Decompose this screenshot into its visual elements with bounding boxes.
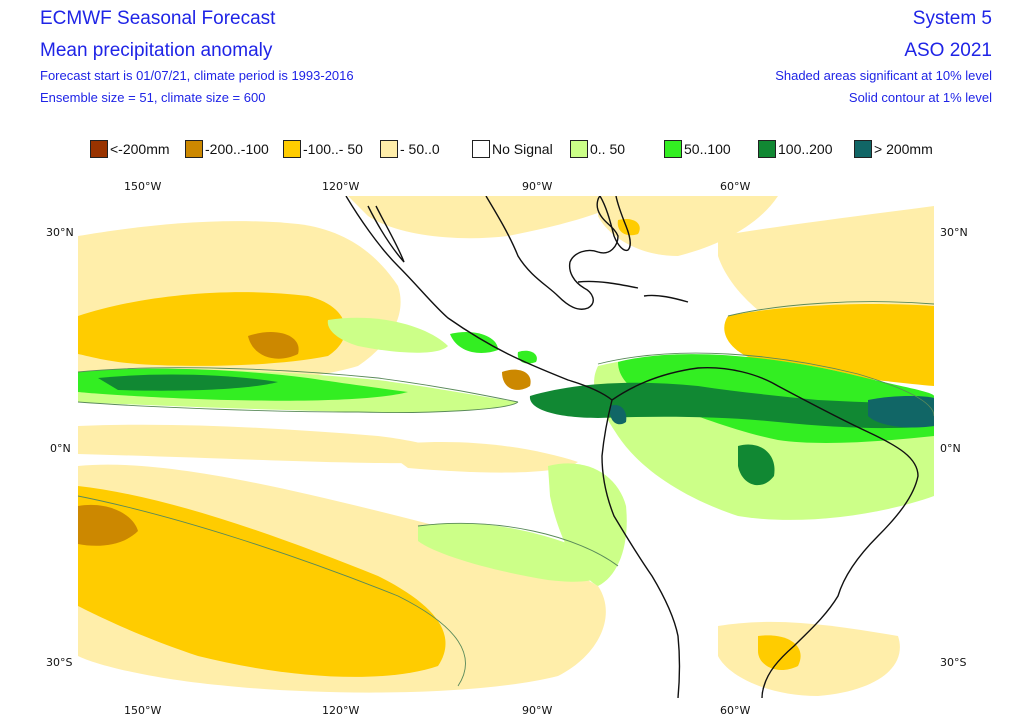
legend-swatch <box>472 140 490 158</box>
lon-tick-top: 150°W <box>124 180 162 193</box>
ensemble-size-info: Ensemble size = 51, climate size = 600 <box>40 90 266 105</box>
legend-label: 50..100 <box>684 141 731 157</box>
legend-swatch <box>185 140 203 158</box>
legend-item: -200..-100 <box>185 140 269 158</box>
legend-label: No Signal <box>492 141 553 157</box>
forecast-start-info: Forecast start is 01/07/21, climate peri… <box>40 68 354 83</box>
legend-item: 0.. 50 <box>570 140 625 158</box>
legend-label: > 200mm <box>874 141 933 157</box>
significance-shaded-note: Shaded areas significant at 10% level <box>775 68 992 83</box>
legend-label: 100..200 <box>778 141 833 157</box>
lat-tick-left: 0°N <box>50 442 71 455</box>
legend-item: - 50..0 <box>380 140 440 158</box>
lat-tick-right: 30°N <box>940 226 968 239</box>
legend-swatch <box>758 140 776 158</box>
anomaly-band-wet-extreme <box>609 396 934 428</box>
lon-tick-bottom: 120°W <box>322 704 360 717</box>
legend-swatch <box>664 140 682 158</box>
legend-swatch <box>854 140 872 158</box>
significance-contour-note: Solid contour at 1% level <box>848 90 992 105</box>
legend-swatch <box>90 140 108 158</box>
legend-swatch <box>380 140 398 158</box>
legend-label: 0.. 50 <box>590 141 626 157</box>
color-legend: <-200mm -200..-100 -100..- 50 - 50..0 No… <box>0 140 1024 164</box>
anomaly-band-wet-strong <box>98 374 934 486</box>
lat-tick-left: 30°N <box>46 226 74 239</box>
map-subtitle: Mean precipitation anomaly <box>40 40 273 61</box>
lon-tick-top: 60°W <box>720 180 751 193</box>
period-label: ASO 2021 <box>904 40 992 61</box>
lat-tick-left: 30°S <box>46 656 73 669</box>
legend-swatch <box>570 140 588 158</box>
lon-tick-top: 120°W <box>322 180 360 193</box>
legend-item: 50..100 <box>664 140 731 158</box>
precipitation-anomaly-map <box>78 196 934 698</box>
lon-tick-top: 90°W <box>522 180 553 193</box>
lat-tick-right: 0°N <box>940 442 961 455</box>
anomaly-band-dry-strong <box>78 332 531 546</box>
legend-label: -200..-100 <box>205 141 269 157</box>
legend-label: <-200mm <box>110 141 170 157</box>
legend-item: > 200mm <box>854 140 933 158</box>
legend-label: -100..- 50 <box>303 141 363 157</box>
coastlines <box>345 196 919 698</box>
legend-item: -100..- 50 <box>283 140 363 158</box>
lon-tick-bottom: 60°W <box>720 704 751 717</box>
system-label: System 5 <box>912 8 992 29</box>
page-title: ECMWF Seasonal Forecast <box>40 8 276 29</box>
legend-item: <-200mm <box>90 140 170 158</box>
legend-item: No Signal <box>472 140 553 158</box>
lat-tick-right: 30°S <box>940 656 967 669</box>
legend-item: 100..200 <box>758 140 833 158</box>
significance-contours <box>78 301 934 687</box>
legend-label: - 50..0 <box>400 141 440 157</box>
legend-swatch <box>283 140 301 158</box>
lon-tick-bottom: 90°W <box>522 704 553 717</box>
lon-tick-bottom: 150°W <box>124 704 162 717</box>
